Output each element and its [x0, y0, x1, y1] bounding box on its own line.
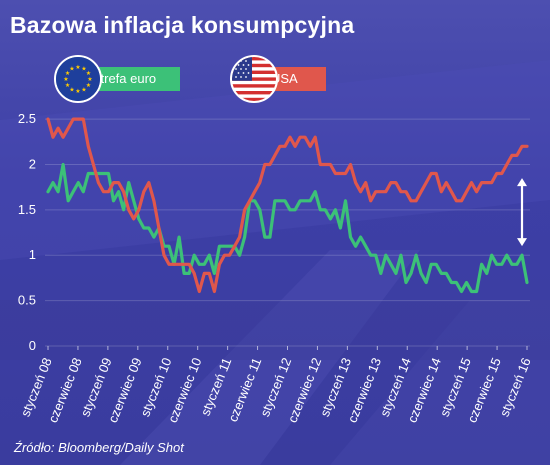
svg-text:★: ★: [86, 70, 91, 77]
svg-text:★: ★: [65, 82, 70, 89]
y-tick-label: 1: [29, 247, 36, 262]
y-tick-label: 1.5: [18, 202, 36, 217]
series-line-eu: [46, 162, 529, 294]
y-tick-label: 2.5: [18, 111, 36, 126]
grid: [45, 118, 530, 347]
arrow-head-up: [517, 178, 527, 187]
svg-text:★: ★: [75, 64, 80, 71]
svg-text:★: ★: [63, 76, 68, 83]
y-tick-label: 0: [29, 338, 36, 353]
y-axis: 0 0.5 1 1.5 2 2.5: [18, 111, 36, 353]
svg-text:★: ★: [69, 66, 74, 73]
svg-text:★: ★: [86, 82, 91, 89]
svg-text:★: ★: [75, 88, 80, 95]
chart-title: Bazowa inflacja konsumpcyjna: [10, 12, 355, 38]
y-tick-label: 0.5: [18, 293, 36, 308]
double-arrow-icon: [517, 178, 527, 247]
svg-text:★: ★: [69, 86, 74, 93]
series: [46, 117, 529, 294]
arrow-head-down: [517, 238, 527, 247]
source-note: Źródło: Bloomberg/Daily Shot: [14, 440, 184, 455]
us-flag-icon: [230, 55, 278, 103]
svg-text:★: ★: [81, 86, 86, 93]
svg-text:★: ★: [87, 76, 92, 83]
svg-text:★: ★: [65, 70, 70, 77]
series-line-us: [46, 117, 529, 294]
y-tick-label: 2: [29, 156, 36, 171]
svg-text:★: ★: [81, 66, 86, 73]
eu-flag-icon: ★ ★ ★ ★ ★ ★ ★ ★ ★ ★ ★ ★: [54, 55, 102, 103]
